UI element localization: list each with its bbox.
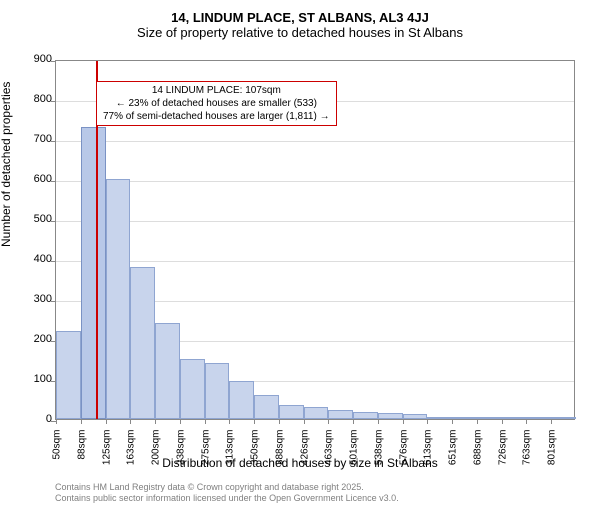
- x-tick-mark: [502, 419, 503, 424]
- x-tick-mark: [526, 419, 527, 424]
- y-tick-label: 700: [12, 133, 52, 145]
- histogram-bar: [106, 179, 131, 419]
- histogram-bar: [130, 267, 155, 419]
- x-tick-mark: [551, 419, 552, 424]
- y-tick-label: 100: [12, 373, 52, 385]
- x-tick-mark: [106, 419, 107, 424]
- histogram-bar: [254, 395, 279, 419]
- histogram-bar: [304, 407, 329, 419]
- y-tick-label: 800: [12, 93, 52, 105]
- x-tick-label: 688sqm: [472, 430, 483, 480]
- y-tick-label: 500: [12, 213, 52, 225]
- histogram-bar: [353, 412, 378, 419]
- x-tick-mark: [254, 419, 255, 424]
- footer-line2: Contains public sector information licen…: [55, 493, 399, 504]
- x-tick-label: 726sqm: [497, 430, 508, 480]
- histogram-bar: [526, 417, 551, 419]
- y-tick-label: 900: [12, 53, 52, 65]
- y-tick-label: 200: [12, 333, 52, 345]
- x-tick-mark: [378, 419, 379, 424]
- x-tick-mark: [180, 419, 181, 424]
- chart-container: 14, LINDUM PLACE, ST ALBANS, AL3 4JJ Siz…: [0, 10, 600, 510]
- x-tick-mark: [328, 419, 329, 424]
- x-tick-label: 163sqm: [126, 430, 137, 480]
- x-tick-label: 501sqm: [349, 430, 360, 480]
- x-tick-label: 651sqm: [448, 430, 459, 480]
- x-tick-mark: [81, 419, 82, 424]
- histogram-bar: [427, 417, 452, 419]
- y-tick-label: 0: [12, 413, 52, 425]
- x-tick-label: 576sqm: [398, 430, 409, 480]
- histogram-bar: [403, 414, 428, 419]
- annotation-box: 14 LINDUM PLACE: 107sqm ← 23% of detache…: [96, 81, 337, 126]
- x-tick-mark: [56, 419, 57, 424]
- x-tick-mark: [155, 419, 156, 424]
- histogram-bar: [551, 417, 576, 419]
- x-tick-mark: [477, 419, 478, 424]
- x-tick-label: 763sqm: [522, 430, 533, 480]
- grid-line: [56, 221, 574, 222]
- x-tick-mark: [130, 419, 131, 424]
- annotation-line1: 14 LINDUM PLACE: 107sqm: [103, 84, 330, 97]
- x-tick-label: 125sqm: [101, 430, 112, 480]
- x-tick-label: 426sqm: [299, 430, 310, 480]
- annotation-line3: 77% of semi-detached houses are larger (…: [103, 110, 330, 123]
- x-tick-mark: [229, 419, 230, 424]
- x-tick-label: 313sqm: [225, 430, 236, 480]
- footer-attribution: Contains HM Land Registry data © Crown c…: [55, 482, 399, 504]
- x-tick-label: 200sqm: [151, 430, 162, 480]
- x-tick-label: 275sqm: [200, 430, 211, 480]
- footer-line1: Contains HM Land Registry data © Crown c…: [55, 482, 399, 493]
- y-tick-label: 600: [12, 173, 52, 185]
- x-tick-label: 88sqm: [76, 430, 87, 480]
- chart-title-address: 14, LINDUM PLACE, ST ALBANS, AL3 4JJ: [0, 10, 600, 25]
- x-tick-label: 350sqm: [250, 430, 261, 480]
- histogram-bar: [81, 127, 106, 419]
- annotation-line2: ← 23% of detached houses are smaller (53…: [103, 97, 330, 110]
- grid-line: [56, 141, 574, 142]
- chart-title-subtitle: Size of property relative to detached ho…: [0, 25, 600, 40]
- x-tick-mark: [403, 419, 404, 424]
- x-tick-mark: [427, 419, 428, 424]
- x-tick-mark: [279, 419, 280, 424]
- histogram-bar: [279, 405, 304, 419]
- plot-area: 14 LINDUM PLACE: 107sqm ← 23% of detache…: [55, 60, 575, 420]
- histogram-bar: [502, 417, 527, 419]
- histogram-bar: [229, 381, 254, 419]
- x-tick-mark: [205, 419, 206, 424]
- x-tick-label: 613sqm: [423, 430, 434, 480]
- grid-line: [56, 261, 574, 262]
- histogram-bar: [155, 323, 180, 419]
- histogram-bar: [205, 363, 230, 419]
- histogram-bar: [452, 417, 477, 419]
- histogram-bar: [477, 417, 502, 419]
- y-tick-label: 400: [12, 253, 52, 265]
- x-tick-mark: [304, 419, 305, 424]
- x-tick-label: 388sqm: [274, 430, 285, 480]
- grid-line: [56, 181, 574, 182]
- histogram-bar: [378, 413, 403, 419]
- y-tick-label: 300: [12, 293, 52, 305]
- x-tick-label: 801sqm: [547, 430, 558, 480]
- x-tick-mark: [353, 419, 354, 424]
- x-tick-label: 538sqm: [373, 430, 384, 480]
- x-tick-label: 50sqm: [52, 430, 63, 480]
- x-tick-label: 463sqm: [324, 430, 335, 480]
- x-tick-mark: [452, 419, 453, 424]
- histogram-bar: [328, 410, 353, 419]
- x-tick-label: 238sqm: [175, 430, 186, 480]
- histogram-bar: [56, 331, 81, 419]
- histogram-bar: [180, 359, 205, 419]
